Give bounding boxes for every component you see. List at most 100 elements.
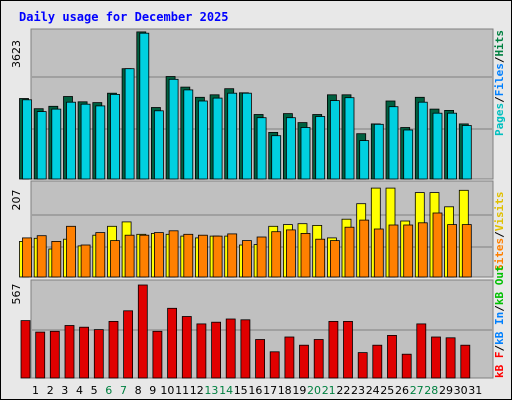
bar-pages: [212, 97, 223, 180]
bar-pages: [388, 106, 399, 180]
bar-sites: [80, 244, 91, 278]
bar-pages: [80, 103, 91, 180]
bar-pages: [139, 32, 150, 180]
bar-sites: [432, 212, 443, 278]
bar-sites: [51, 240, 62, 278]
legend-visits: Visits: [493, 192, 506, 232]
bar-kb-f: [255, 339, 266, 379]
bar-pages: [344, 97, 355, 180]
day-label: 6: [105, 384, 112, 397]
bar-pages: [256, 117, 267, 180]
bar-kb-f: [196, 323, 207, 379]
day-label: 23: [351, 384, 365, 397]
day-label: 19: [292, 384, 306, 397]
day-label: 10: [160, 384, 174, 397]
bar-pages: [183, 89, 194, 180]
day-label: 16: [248, 384, 262, 397]
legend-sep: /: [493, 56, 506, 63]
bar-pages: [197, 100, 208, 180]
day-label: 25: [380, 384, 394, 397]
bar-kb-f: [167, 307, 178, 379]
bar-sites: [110, 240, 120, 278]
bar-sites: [285, 229, 296, 278]
bar-sites: [139, 234, 150, 278]
panel-kb: [30, 279, 494, 379]
bar-sites: [403, 224, 414, 278]
bar-kb-f: [225, 318, 236, 379]
bar-pages: [110, 94, 120, 180]
bar-sites: [197, 234, 208, 278]
day-label: 8: [135, 384, 142, 397]
bar-pages: [461, 125, 472, 180]
bar-kb-f: [137, 284, 148, 379]
bar-kb-f: [93, 329, 104, 379]
day-label: 28: [424, 384, 438, 397]
bar-pages: [51, 108, 62, 180]
bar-sites: [315, 238, 326, 278]
bar-sites: [66, 225, 76, 278]
day-label: 26: [395, 384, 409, 397]
bar-kb-f: [460, 344, 471, 379]
day-label: 5: [91, 384, 98, 397]
bar-kb-f: [181, 316, 192, 379]
legend-sep: /: [493, 96, 506, 103]
bar-pages: [432, 112, 443, 180]
bar-kb-f: [211, 321, 222, 379]
bar-kb-f: [416, 323, 427, 379]
legend-files: Files: [493, 63, 506, 96]
day-labels: 1 2 3 4 5 6 7 8 9 10 11 12 13 14 15 16 17 18 19 20 21 22 23 24 2…: [32, 384, 482, 397]
day-label: 18: [278, 384, 292, 397]
bar-kb-f: [108, 320, 119, 379]
bar-pages: [285, 117, 296, 180]
bar-kb-f: [357, 352, 368, 379]
day-label: 4: [76, 384, 83, 397]
bar-pages: [153, 110, 164, 180]
day-label: 15: [234, 384, 248, 397]
bars: [19, 31, 472, 379]
day-label: 21: [322, 384, 336, 397]
bar-sites: [168, 230, 179, 278]
bar-pages: [447, 112, 458, 180]
day-label: 13: [204, 384, 218, 397]
bar-kb-f: [299, 344, 309, 379]
day-label: 3: [61, 384, 68, 397]
bar-sites: [183, 233, 194, 278]
bar-kb-f: [313, 339, 324, 379]
bar-kb-f: [387, 334, 397, 379]
bar-pages: [403, 129, 414, 180]
bar-sites: [329, 240, 340, 278]
bar-sites: [300, 232, 311, 278]
legend-kb-in: kB In: [493, 312, 506, 345]
bar-sites: [227, 233, 238, 278]
bar-pages: [271, 135, 282, 180]
bar-sites: [256, 236, 267, 278]
bar-pages: [227, 92, 238, 180]
bar-pages: [168, 78, 179, 180]
bar-sites: [124, 234, 135, 278]
bar-sites: [22, 237, 32, 278]
bar-pages: [315, 116, 326, 180]
bar-pages: [36, 111, 47, 180]
bar-kb-f: [445, 337, 456, 379]
bar-sites: [447, 224, 458, 278]
bar-sites: [153, 232, 164, 278]
bar-kb-f: [123, 310, 133, 379]
bar-kb-f: [240, 319, 251, 379]
bar-pages: [22, 99, 32, 180]
bar-sites: [95, 232, 106, 278]
bar-pages: [241, 92, 252, 180]
day-label: 12: [190, 384, 204, 397]
day-label: 7: [120, 384, 127, 397]
bar-kb-f: [35, 331, 46, 379]
ymax-label-top: 3623: [10, 40, 23, 68]
day-label: 1: [32, 384, 39, 397]
bar-kb-f: [49, 330, 60, 379]
legend-sep: /: [493, 231, 506, 238]
bar-kb-f: [372, 344, 383, 379]
bar-pages: [417, 101, 428, 180]
day-label: 11: [175, 384, 189, 397]
chart-title: Daily usage for December 2025: [19, 10, 229, 24]
ymax-label-bottom: 567: [10, 284, 23, 305]
bar-kb-f: [284, 336, 295, 379]
